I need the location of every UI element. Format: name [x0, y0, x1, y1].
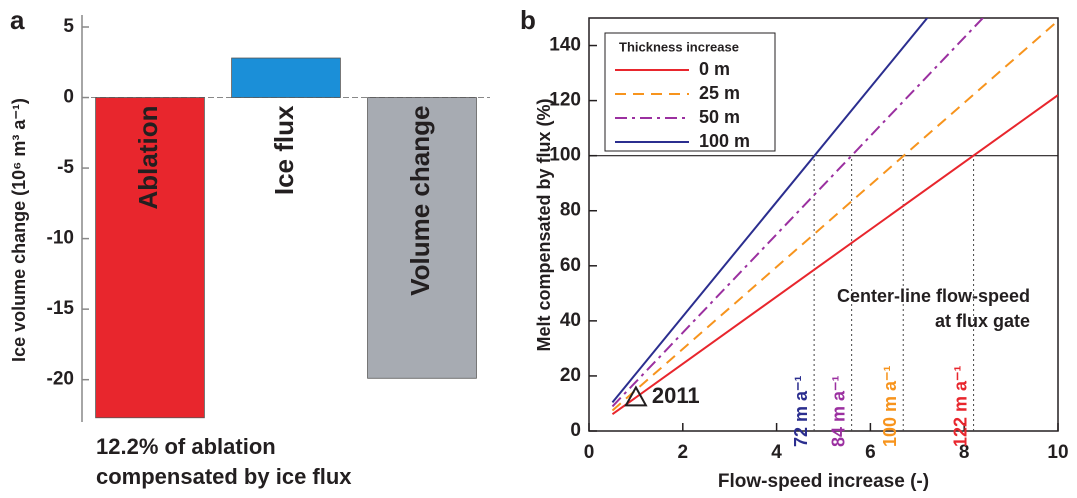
y-tick-label: -10	[47, 228, 74, 249]
point-label: 2011	[652, 383, 700, 408]
bar	[95, 97, 205, 419]
x-tick-label: 8	[959, 442, 970, 463]
x-tick-label: 2	[678, 442, 689, 463]
plot-frame	[588, 17, 1059, 432]
annotation: compensated by ice flux	[96, 464, 352, 489]
y-tick-label: 140	[549, 35, 581, 56]
y-tick-label: 0	[570, 420, 581, 441]
x-tick-label: 6	[865, 442, 876, 463]
bar-label: Ice flux	[269, 105, 299, 195]
bar-label: Ablation	[133, 106, 163, 210]
legend-label: 25 m	[699, 83, 740, 103]
series-line	[611, 18, 985, 408]
legend-box	[604, 32, 776, 152]
speed-label: 72 m a⁻¹	[791, 375, 811, 447]
speed-label: 100 m a⁻¹	[880, 365, 900, 447]
point-marker	[624, 385, 648, 407]
y-tick-label: 60	[560, 255, 581, 276]
annotation: at flux gate	[935, 311, 1030, 331]
y-tick-label: 5	[63, 16, 74, 37]
y-tick-label: -20	[47, 369, 74, 390]
bar	[231, 57, 341, 98]
series-line	[611, 20, 1058, 412]
y-tick-label: 100	[549, 145, 581, 166]
speed-label: 122 m a⁻¹	[950, 365, 970, 447]
legend-title: Thickness increase	[619, 39, 739, 54]
y-tick-label: 80	[560, 200, 581, 221]
y-axis-title: Melt compensated by flux (%)	[534, 98, 554, 351]
legend-label: 50 m	[699, 107, 740, 127]
annotation: 12.2% of ablation	[96, 434, 276, 459]
lines	[611, 18, 1058, 416]
bar-label: Volume change	[405, 106, 435, 296]
bar	[367, 97, 477, 379]
x-tick-label: 0	[584, 442, 595, 463]
legend-label: 0 m	[699, 59, 730, 79]
y-axis-title: Ice volume change (10⁶ m³ a⁻¹)	[9, 98, 29, 362]
x-tick-label: 4	[771, 442, 782, 463]
x-axis-title: Flow-speed increase (-)	[718, 471, 929, 492]
y-tick-label: 40	[560, 310, 581, 331]
panel-label: a	[10, 5, 25, 35]
y-tick-label: 0	[63, 87, 74, 108]
x-tick-label: 10	[1047, 442, 1068, 463]
annotation: Center-line flow-speed	[837, 286, 1030, 306]
legend-label: 100 m	[699, 131, 750, 151]
speed-label: 84 m a⁻¹	[828, 375, 848, 447]
y-tick-label: 20	[560, 365, 581, 386]
y-tick-label: 120	[549, 90, 581, 111]
panel-label: b	[520, 5, 536, 35]
series-line	[611, 18, 929, 403]
y-tick-label: -5	[57, 157, 74, 178]
y-tick-label: -15	[47, 298, 75, 319]
series-line	[611, 94, 1058, 416]
